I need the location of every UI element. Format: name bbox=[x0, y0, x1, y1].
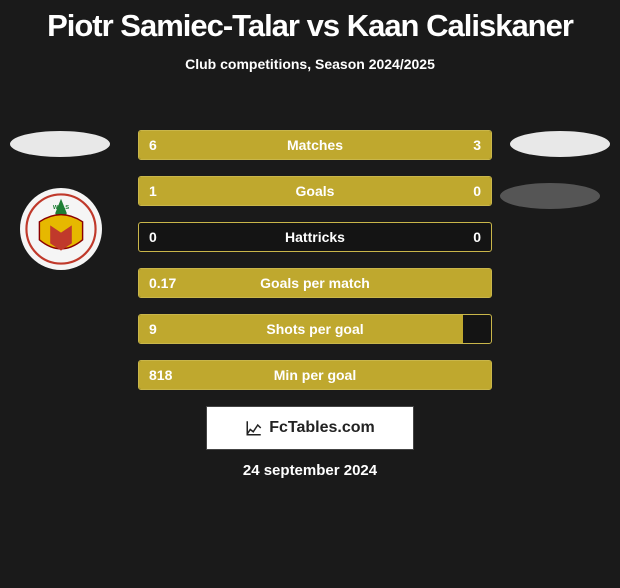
team-right-placeholder-2 bbox=[500, 183, 600, 209]
stat-value-left: 9 bbox=[149, 321, 157, 337]
stat-label: Goals bbox=[296, 183, 335, 199]
stat-value-right: 0 bbox=[473, 183, 481, 199]
page-title: Piotr Samiec-Talar vs Kaan Caliskaner bbox=[0, 8, 620, 44]
stat-label: Min per goal bbox=[274, 367, 356, 383]
footer-text: FcTables.com bbox=[269, 419, 375, 437]
stat-label: Goals per match bbox=[260, 275, 370, 291]
date-label: 24 september 2024 bbox=[243, 462, 377, 479]
stat-value-right: 3 bbox=[473, 137, 481, 153]
stats-bars: 6 Matches 3 1 Goals 0 0 Hattricks 0 0.17 Goals per… bbox=[138, 130, 492, 406]
team-left-placeholder bbox=[10, 131, 110, 157]
crest-icon: W.K.S bbox=[25, 193, 97, 265]
stat-label: Hattricks bbox=[285, 229, 345, 245]
stat-value-left: 0 bbox=[149, 229, 157, 245]
stat-value-left: 0.17 bbox=[149, 275, 176, 291]
svg-text:W.K.S: W.K.S bbox=[53, 205, 69, 211]
stat-value-left: 6 bbox=[149, 137, 157, 153]
stat-row: 818 Min per goal bbox=[138, 360, 492, 390]
subtitle: Club competitions, Season 2024/2025 bbox=[0, 56, 620, 72]
stat-row: 0.17 Goals per match bbox=[138, 268, 492, 298]
club-crest: W.K.S bbox=[20, 188, 102, 270]
stat-row: 1 Goals 0 bbox=[138, 176, 492, 206]
stat-row: 0 Hattricks 0 bbox=[138, 222, 492, 252]
footer-logo: FcTables.com bbox=[206, 406, 414, 450]
stat-value-left: 818 bbox=[149, 367, 172, 383]
stat-value-left: 1 bbox=[149, 183, 157, 199]
stat-row: 6 Matches 3 bbox=[138, 130, 492, 160]
stat-label: Matches bbox=[287, 137, 343, 153]
chart-icon bbox=[245, 419, 263, 437]
stat-row: 9 Shots per goal bbox=[138, 314, 492, 344]
stat-value-right: 0 bbox=[473, 229, 481, 245]
bar-fill-left bbox=[139, 177, 403, 205]
team-right-placeholder bbox=[510, 131, 610, 157]
stat-label: Shots per goal bbox=[266, 321, 363, 337]
